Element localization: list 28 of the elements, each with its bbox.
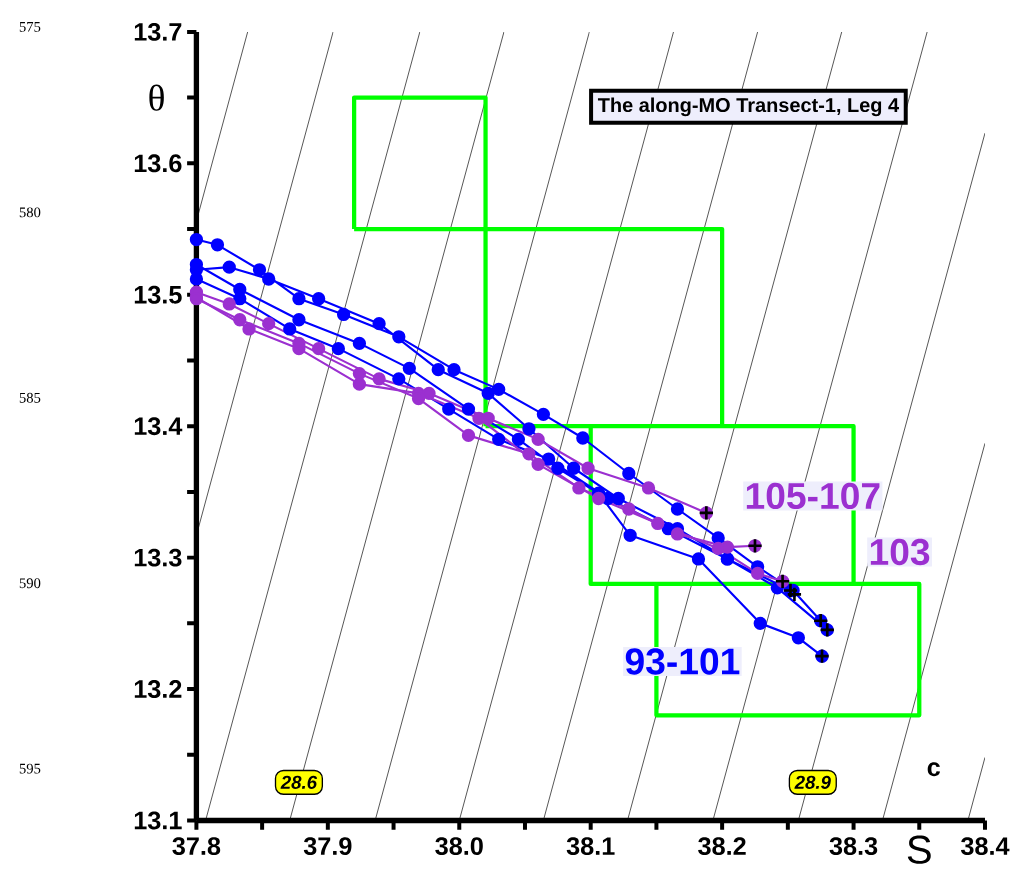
x-tick-label: 38.4	[961, 836, 1010, 855]
text: 590	[19, 578, 41, 588]
y-axis-title: θ	[149, 84, 164, 111]
y-tick-label: 13.2	[134, 679, 182, 698]
series-label: 93-101	[625, 648, 740, 675]
text: 595	[19, 763, 41, 774]
text: 580	[19, 207, 41, 218]
annotation: 28.9	[794, 775, 831, 789]
x-tick-label: 38.1	[566, 836, 615, 855]
text: 103	[870, 538, 930, 566]
text: The along-MO Transect-1, Leg 4	[597, 97, 899, 116]
y-tick-label: 13.1	[134, 811, 182, 830]
x-tick-label: 37.8	[172, 836, 221, 855]
x-tick-label: 38.3	[829, 836, 878, 855]
series-label: 105-107	[746, 482, 880, 509]
annotation: 28.6	[280, 775, 318, 789]
x-tick-label: 38.2	[698, 836, 746, 855]
x-tick-label: 38.0	[435, 836, 483, 855]
text: 575	[19, 21, 41, 32]
y-tick-label: 13.4	[134, 417, 183, 435]
x-tick-label: 37.9	[303, 836, 352, 855]
y-tick-label: 13.6	[134, 154, 182, 173]
y-tick-label: 13.7	[134, 22, 182, 41]
y-tick-label: 13.3	[134, 548, 182, 567]
x-axis-title: S	[907, 835, 931, 864]
y-tick-label: 13.5	[134, 285, 182, 304]
annotation: c	[927, 762, 941, 776]
text: 585	[19, 392, 41, 403]
